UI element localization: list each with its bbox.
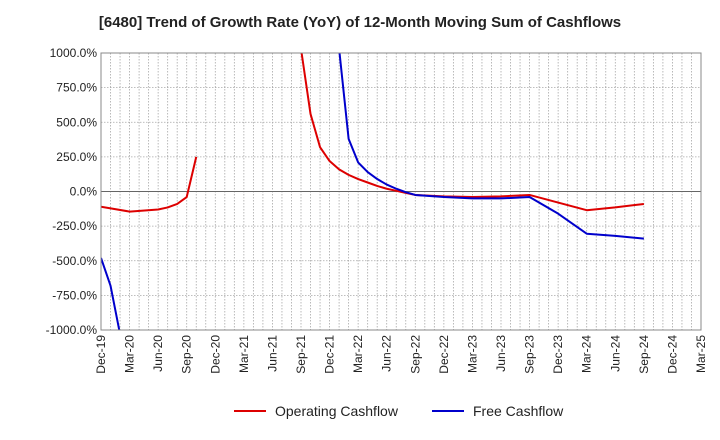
series-operating-cashflow <box>101 53 644 213</box>
x-tick-label: Sep-22 <box>408 335 422 374</box>
series-free-cashflow <box>101 53 644 330</box>
x-tick-label: Dec-21 <box>323 335 337 374</box>
y-tick-label: 750.0% <box>56 81 97 95</box>
y-tick-label: -1000.0% <box>46 323 98 337</box>
x-tick-label: Dec-19 <box>94 335 108 374</box>
x-tick-label: Mar-25 <box>694 335 708 373</box>
x-tick-label: Mar-20 <box>123 335 137 373</box>
y-tick-label: -750.0% <box>52 288 97 302</box>
x-tick-label: Dec-23 <box>551 335 565 374</box>
y-tick-label: 500.0% <box>56 115 97 129</box>
series-line-segment <box>101 156 198 213</box>
x-tick-label: Jun-22 <box>380 335 394 372</box>
x-tick-label: Mar-22 <box>351 335 365 373</box>
y-tick-label: -250.0% <box>52 219 97 233</box>
chart-title: [6480] Trend of Growth Rate (YoY) of 12-… <box>98 14 622 31</box>
x-tick-label: Mar-23 <box>465 335 479 373</box>
x-tick-label: Dec-24 <box>665 335 679 374</box>
plot-border <box>100 52 702 331</box>
y-tick-label: 1000.0% <box>50 46 98 60</box>
x-tick-label: Dec-20 <box>208 335 222 374</box>
series-line-segment <box>338 53 644 240</box>
legend-label: Free Cashflow <box>473 403 564 419</box>
x-tick-label: Sep-23 <box>523 335 537 374</box>
x-tick-label: Dec-22 <box>437 335 451 374</box>
x-tick-label: Mar-21 <box>237 335 251 373</box>
x-tick-label: Jun-20 <box>151 335 165 372</box>
x-tick-label: Jun-21 <box>265 335 279 372</box>
x-tick-label: Sep-24 <box>637 335 651 374</box>
x-tick-label: Jun-24 <box>608 335 622 372</box>
series-line-segment <box>300 53 644 212</box>
series-line-segment <box>101 257 121 330</box>
x-tick-label: Sep-20 <box>180 335 194 374</box>
legend-label: Operating Cashflow <box>275 403 399 419</box>
x-tick-label: Sep-21 <box>294 335 308 374</box>
x-tick-label: Mar-24 <box>580 335 594 373</box>
y-tick-label: 250.0% <box>56 150 97 164</box>
y-tick-label: 0.0% <box>70 185 98 199</box>
x-tick-label: Jun-23 <box>494 335 508 372</box>
y-tick-label: -500.0% <box>52 254 97 268</box>
